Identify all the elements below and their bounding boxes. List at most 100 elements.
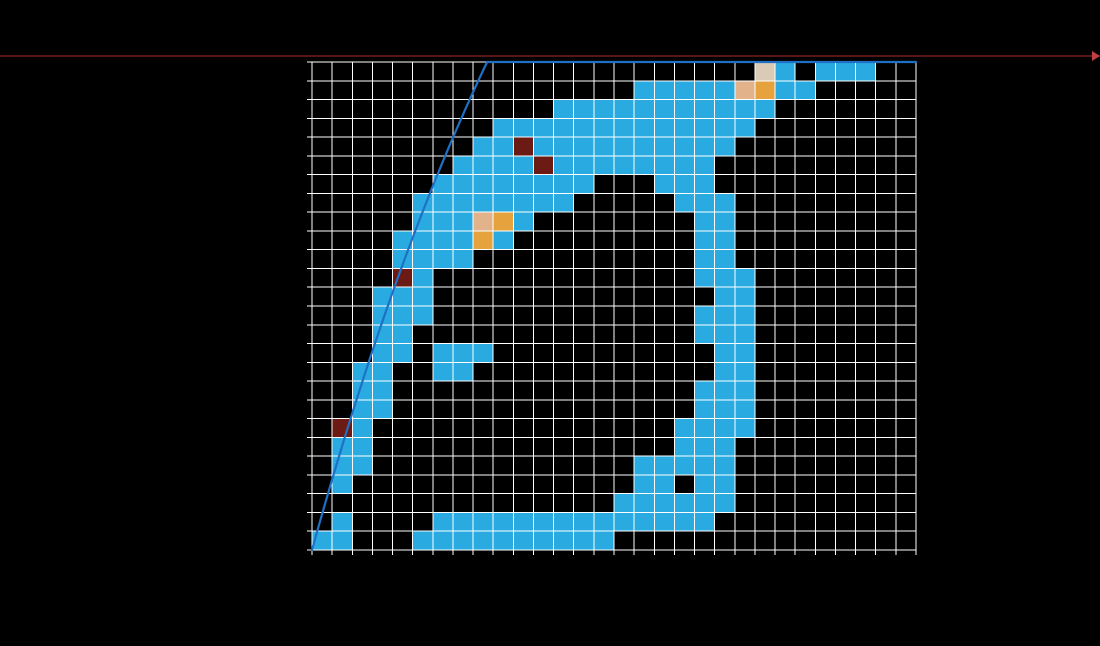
cell — [695, 231, 715, 250]
cell — [594, 137, 614, 156]
cell — [695, 456, 715, 475]
cell — [453, 193, 473, 212]
cell — [473, 193, 493, 212]
cell — [634, 156, 654, 175]
cell — [413, 250, 433, 269]
cell — [453, 175, 473, 194]
cell — [634, 475, 654, 494]
cell — [453, 362, 473, 381]
cell — [715, 268, 735, 287]
cell — [674, 100, 694, 119]
cell — [554, 118, 574, 137]
cell — [393, 325, 413, 344]
cell — [735, 287, 755, 306]
cell — [473, 137, 493, 156]
cell — [654, 137, 674, 156]
cell — [695, 118, 715, 137]
cell — [473, 344, 493, 363]
cell — [715, 400, 735, 419]
cell — [332, 512, 352, 531]
cell — [493, 175, 513, 194]
cell — [453, 250, 473, 269]
cell — [533, 193, 553, 212]
cell — [695, 419, 715, 438]
cell — [674, 175, 694, 194]
cell — [735, 118, 755, 137]
cell — [815, 62, 835, 81]
cell — [513, 156, 533, 175]
cell — [755, 100, 775, 119]
cell — [493, 118, 513, 137]
cell — [695, 400, 715, 419]
cell — [513, 512, 533, 531]
cell — [513, 531, 533, 550]
cell — [574, 137, 594, 156]
cell — [715, 231, 735, 250]
cell — [433, 231, 453, 250]
cell — [574, 100, 594, 119]
cell — [695, 81, 715, 100]
cell — [674, 81, 694, 100]
cell — [614, 512, 634, 531]
cell — [554, 531, 574, 550]
cell — [433, 531, 453, 550]
cell — [453, 531, 473, 550]
cell — [513, 193, 533, 212]
cell — [433, 344, 453, 363]
cell — [695, 381, 715, 400]
cell — [755, 81, 775, 100]
cell — [715, 456, 735, 475]
cell — [715, 137, 735, 156]
cell — [654, 81, 674, 100]
cell — [594, 512, 614, 531]
cell — [775, 81, 795, 100]
cell — [533, 118, 553, 137]
cell — [453, 512, 473, 531]
cell — [835, 62, 855, 81]
cell — [715, 494, 735, 513]
cell — [554, 137, 574, 156]
cell — [372, 381, 392, 400]
cell — [695, 494, 715, 513]
cell — [473, 175, 493, 194]
cell — [393, 344, 413, 363]
cell — [574, 512, 594, 531]
cell — [554, 512, 574, 531]
cell — [473, 212, 493, 231]
cell — [735, 306, 755, 325]
cell — [393, 287, 413, 306]
cell — [433, 212, 453, 231]
cell — [433, 362, 453, 381]
cell — [453, 156, 473, 175]
cell — [715, 344, 735, 363]
cell — [513, 137, 533, 156]
cell — [654, 512, 674, 531]
cell — [533, 175, 553, 194]
cell — [413, 287, 433, 306]
cell — [654, 175, 674, 194]
cell — [614, 118, 634, 137]
cell — [674, 193, 694, 212]
cell — [735, 81, 755, 100]
cell — [674, 156, 694, 175]
cell — [554, 193, 574, 212]
cell — [473, 531, 493, 550]
cell — [695, 475, 715, 494]
cell — [493, 137, 513, 156]
cell — [715, 437, 735, 456]
chart-canvas — [0, 0, 1100, 646]
cell — [473, 231, 493, 250]
cell — [715, 250, 735, 269]
cell — [695, 193, 715, 212]
cell — [634, 118, 654, 137]
cell — [674, 118, 694, 137]
cell — [493, 531, 513, 550]
cell — [574, 175, 594, 194]
cell — [634, 81, 654, 100]
cell — [695, 325, 715, 344]
cell — [634, 137, 654, 156]
cell — [715, 381, 735, 400]
cell — [413, 306, 433, 325]
cell — [715, 325, 735, 344]
cell — [473, 156, 493, 175]
